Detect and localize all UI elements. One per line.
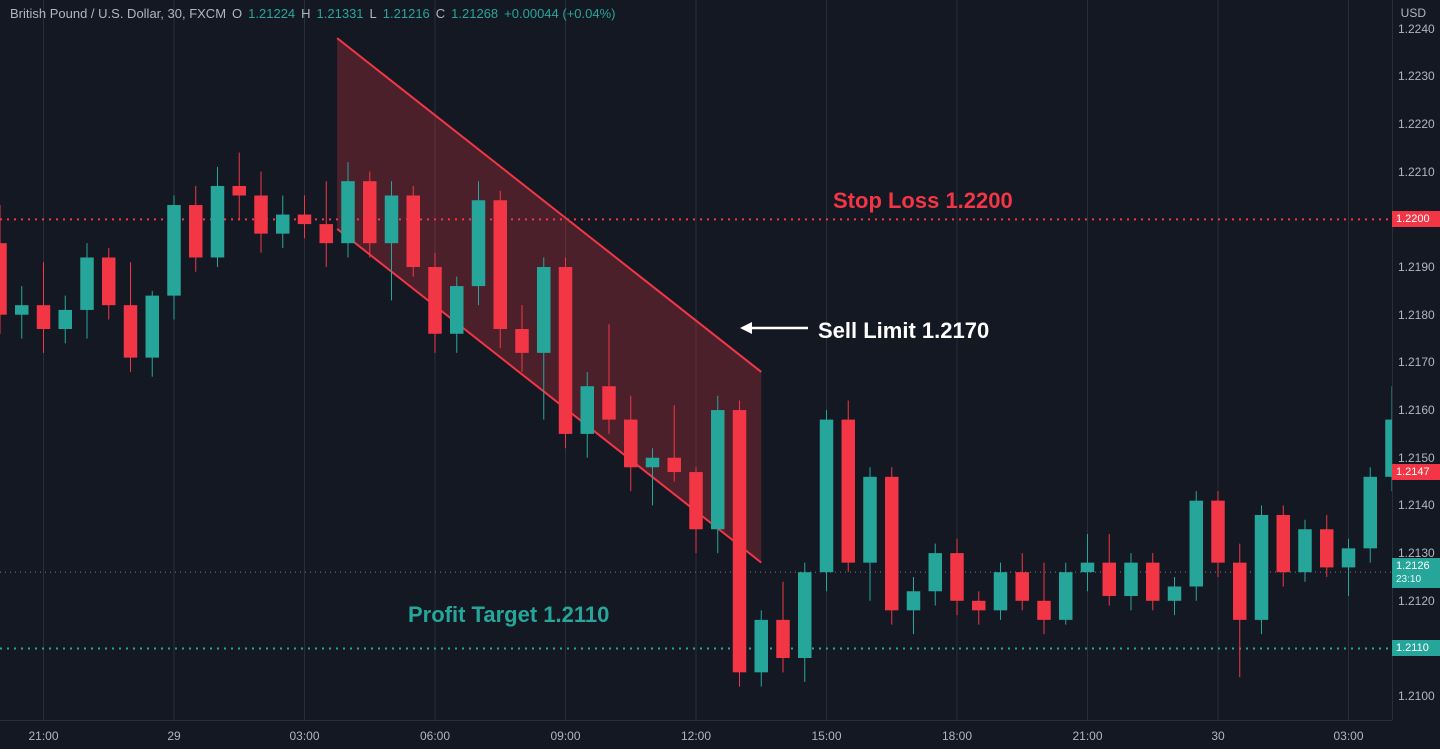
y-axis-title: USD	[1401, 6, 1426, 20]
y-tick: 1.2150	[1394, 451, 1440, 465]
y-axis[interactable]: USD 1.2240 1.2230 1.2220 1.2210 1.2200 1.2190…	[1392, 0, 1440, 720]
ohlc-o-label: O	[232, 6, 242, 21]
symbol-title[interactable]: British Pound / U.S. Dollar, 30, FXCM	[10, 6, 226, 21]
y-tick: 1.2180	[1394, 308, 1440, 322]
ohlc-c-val: 1.21268	[451, 6, 498, 21]
annotation-sell-limit: Sell Limit 1.2170	[818, 318, 989, 344]
chart-container: British Pound / U.S. Dollar, 30, FXCM O …	[0, 0, 1440, 749]
y-tick: 1.2170	[1394, 355, 1440, 369]
y-tick: 1.2190	[1394, 260, 1440, 274]
x-tick: 29	[167, 729, 180, 743]
ohlc-l-val: 1.21216	[383, 6, 430, 21]
x-tick: 09:00	[550, 729, 580, 743]
x-tick: 06:00	[420, 729, 450, 743]
ohlc-l-label: L	[370, 6, 377, 21]
y-tick: 1.2120	[1394, 594, 1440, 608]
chart-header: British Pound / U.S. Dollar, 30, FXCM O …	[10, 6, 615, 21]
price-tag: 1.2147	[1392, 464, 1440, 480]
ohlc-h-val: 1.21331	[317, 6, 364, 21]
plot-area[interactable]	[0, 0, 1392, 720]
x-tick: 03:00	[289, 729, 319, 743]
chart-svg	[0, 0, 1392, 720]
y-tick: 1.2140	[1394, 498, 1440, 512]
y-tick: 1.2160	[1394, 403, 1440, 417]
x-tick: 21:00	[1072, 729, 1102, 743]
x-axis[interactable]: 21:00 29 03:00 06:00 09:00 12:00 15:00 18:00 21:…	[0, 720, 1392, 749]
ohlc-change: +0.00044 (+0.04%)	[504, 6, 615, 21]
x-tick: 18:00	[942, 729, 972, 743]
ohlc-o-val: 1.21224	[248, 6, 295, 21]
x-tick: 30	[1211, 729, 1224, 743]
x-tick: 15:00	[811, 729, 841, 743]
y-tick: 1.2240	[1394, 22, 1440, 36]
price-tag: 1.212623:10	[1392, 558, 1440, 588]
x-tick: 03:00	[1333, 729, 1363, 743]
ohlc-h-label: H	[301, 6, 310, 21]
price-tag: 1.2110	[1392, 640, 1440, 656]
annotation-stop-loss: Stop Loss 1.2200	[833, 188, 1013, 214]
x-tick: 21:00	[28, 729, 58, 743]
x-tick: 12:00	[681, 729, 711, 743]
y-tick: 1.2100	[1394, 689, 1440, 703]
ohlc-c-label: C	[436, 6, 445, 21]
annotation-profit-target: Profit Target 1.2110	[408, 602, 609, 628]
y-tick: 1.2210	[1394, 165, 1440, 179]
y-tick: 1.2230	[1394, 69, 1440, 83]
price-tag: 1.2200	[1392, 211, 1440, 227]
y-tick: 1.2220	[1394, 117, 1440, 131]
